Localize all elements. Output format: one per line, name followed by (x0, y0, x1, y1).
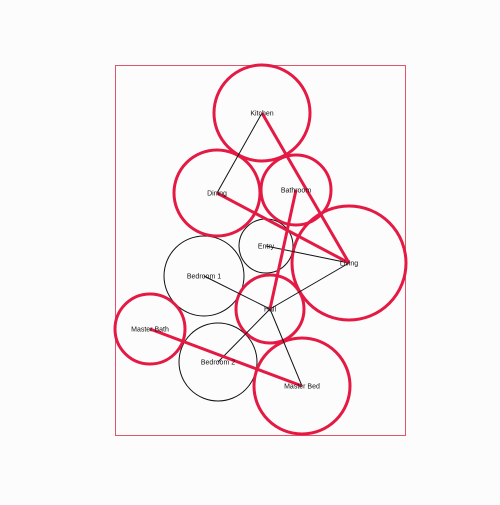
connection-bedroom1-hall (203, 275, 271, 310)
floorplan-boundary (115, 65, 406, 436)
room-circle-bathroom (259, 153, 333, 227)
room-label-masterbed: Master Bed (284, 384, 320, 391)
connection-hall-masterbed (269, 308, 303, 387)
connection-hall-bedroom2 (217, 308, 271, 363)
connection-living-hall (269, 262, 350, 310)
connection-kitchen-living (260, 112, 351, 264)
room-label-bedroom2: Bedroom 2 (201, 360, 235, 367)
room-label-bathroom: Bathroom (281, 188, 312, 195)
room-label-dining: Dining (207, 191, 227, 198)
room-circles (113, 63, 408, 436)
room-label-hall: Hall (264, 307, 277, 314)
room-circle-masterbath (113, 292, 187, 366)
room-connections (149, 112, 351, 388)
connection-entry-living (265, 245, 350, 264)
room-circle-kitchen (212, 63, 312, 163)
room-circle-bedroom1 (163, 235, 245, 317)
connection-dining-living (216, 191, 350, 265)
connection-masterbath-masterbed (149, 327, 303, 388)
room-circle-masterbed (252, 336, 352, 436)
room-labels: Kitchen Dining Bathroom Entry Living Bedroom … (131, 111, 358, 391)
room-label-masterbath: Master Bath (131, 327, 169, 334)
connection-bathroom-hall (268, 189, 298, 310)
room-circle-hall (234, 273, 306, 345)
connection-kitchen-dining (216, 112, 263, 194)
room-label-entry: Entry (258, 244, 275, 251)
room-label-bedroom1: Bedroom 1 (187, 274, 221, 281)
room-label-kitchen: Kitchen (250, 111, 273, 118)
room-label-living: Living (340, 261, 358, 268)
room-circle-bedroom2 (178, 322, 258, 402)
room-circle-living (290, 204, 408, 322)
